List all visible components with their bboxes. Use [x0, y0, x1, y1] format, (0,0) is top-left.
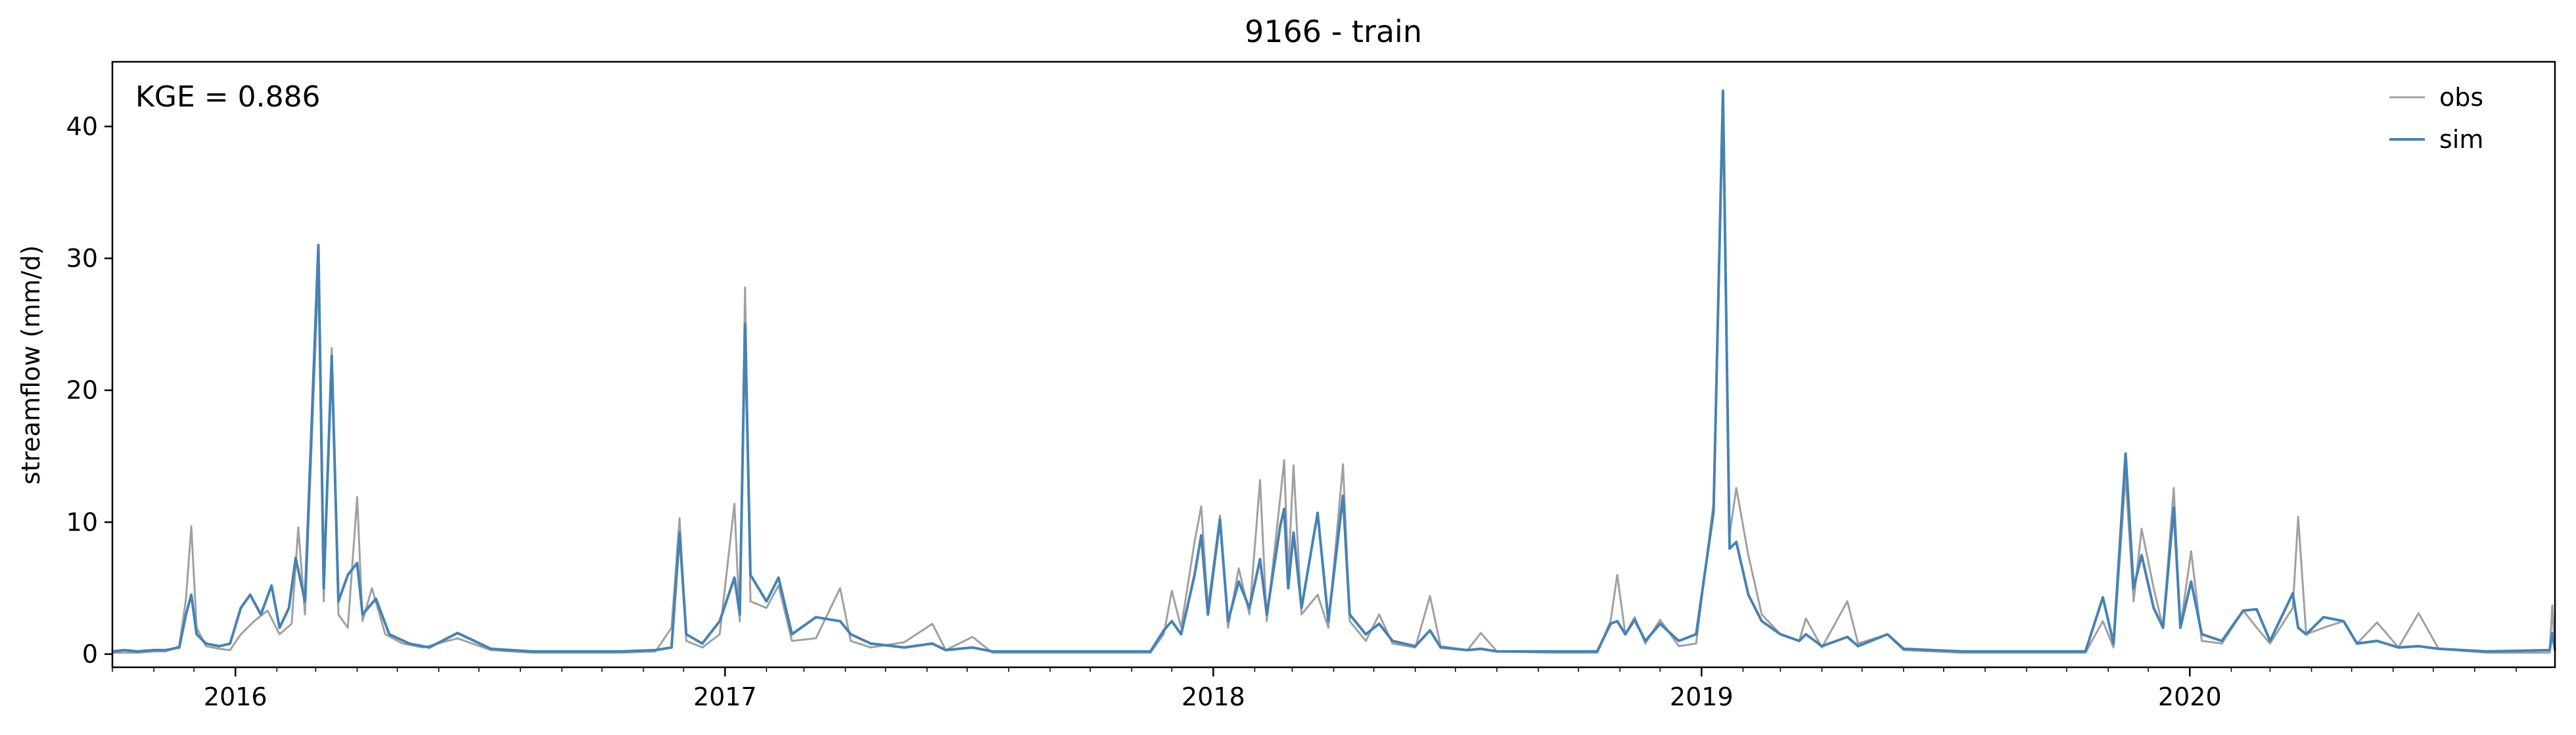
y-tick-label: 30: [66, 244, 98, 273]
series-line-obs: [112, 112, 2556, 654]
x-tick-label: 2016: [204, 682, 267, 711]
x-tick-label: 2017: [693, 682, 757, 711]
x-tick-label: 2020: [2158, 682, 2222, 711]
series-layer: [112, 89, 2556, 654]
y-tick-label: 0: [82, 640, 98, 669]
y-tick-label: 40: [66, 112, 98, 141]
x-tick-label: 2019: [1670, 682, 1734, 711]
y-tick-label: 10: [66, 508, 98, 536]
x-axis: 2016 2017 2018 2019 2020: [112, 667, 2517, 711]
kge-annotation: KGE = 0.886: [135, 80, 321, 114]
legend-label-sim: sim: [2439, 125, 2483, 154]
x-tick-label: 2018: [1182, 682, 1245, 711]
chart-title: 9166 - train: [1245, 14, 1422, 49]
legend-label-obs: obs: [2439, 83, 2483, 112]
y-axis: 0 10 20 30 40: [66, 112, 112, 669]
legend: obs sim: [2389, 83, 2483, 154]
series-line-sim: [112, 89, 2556, 653]
y-axis-label: streamflow (mm/d): [16, 245, 45, 485]
y-tick-label: 20: [66, 376, 98, 405]
plot-frame: [111, 60, 2556, 669]
